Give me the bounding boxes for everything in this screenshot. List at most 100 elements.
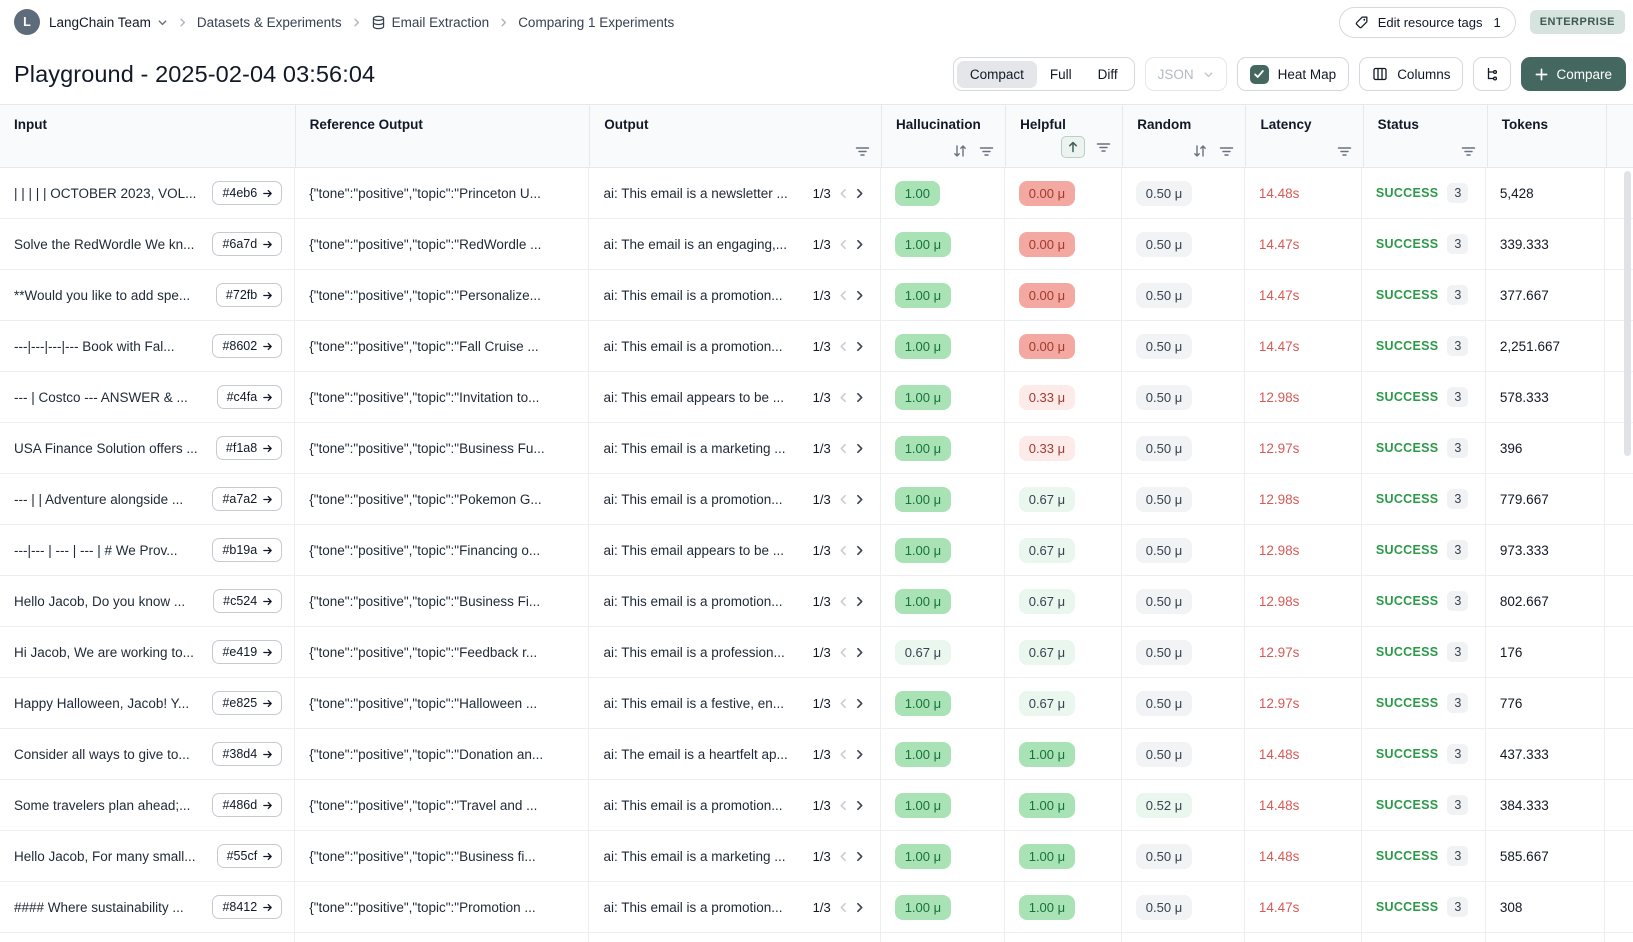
column-header-random[interactable]: Random — [1123, 105, 1247, 167]
vertical-scrollbar[interactable] — [1624, 171, 1631, 456]
hallucination-cell[interactable]: 1.00 μ — [881, 831, 1005, 881]
tokens-cell[interactable]: 176 — [1486, 627, 1605, 677]
output-cell[interactable]: ai: This email appears to be ... 1/3 — [589, 525, 881, 575]
example-id-badge[interactable]: #e825 — [212, 691, 283, 715]
table-row[interactable]: | | | | | OCTOBER 2023, VOL... #4eb6 {"t… — [0, 168, 1633, 219]
sort-ascending-active-button[interactable] — [1061, 136, 1086, 158]
filter-icon[interactable] — [979, 145, 994, 158]
random-cell[interactable]: 0.50 μ — [1122, 270, 1245, 320]
next-repetition-button[interactable] — [853, 493, 866, 506]
previous-repetition-button[interactable] — [837, 901, 850, 914]
next-repetition-button[interactable] — [853, 544, 866, 557]
tokens-cell[interactable]: 973.333 — [1486, 525, 1605, 575]
status-cell[interactable]: SUCCESS 3 — [1362, 219, 1486, 269]
output-cell[interactable]: ai: This email is a marketing ... 1/3 — [589, 423, 881, 473]
random-cell[interactable]: 0.50 μ — [1122, 729, 1245, 779]
input-cell[interactable]: Happy Halloween, Jacob! Y... #e825 — [0, 678, 296, 728]
helpful-cell[interactable]: 0.00 μ — [1005, 168, 1122, 218]
reference-output-cell[interactable]: {"tone":"positive","topic":"Travel and .… — [295, 780, 590, 830]
previous-repetition-button[interactable] — [837, 238, 850, 251]
table-row[interactable]: Hi Jacob, We are working to... #e419 {"t… — [0, 627, 1633, 678]
random-cell[interactable]: 0.50 μ — [1122, 168, 1245, 218]
tokens-cell[interactable]: 377.667 — [1486, 270, 1605, 320]
next-repetition-button[interactable] — [853, 697, 866, 710]
latency-cell[interactable]: 14.48s — [1245, 780, 1362, 830]
output-cell[interactable]: ai: This email is a promotion... 1/3 — [589, 321, 881, 371]
hallucination-cell[interactable]: 1.00 μ — [881, 219, 1005, 269]
edit-resource-tags-button[interactable]: Edit resource tags 1 — [1338, 6, 1516, 38]
previous-repetition-button[interactable] — [837, 595, 850, 608]
status-cell[interactable]: SUCCESS 3 — [1362, 627, 1486, 677]
reference-output-cell[interactable]: {"tone":"positive","topic":"Personalize.… — [295, 270, 590, 320]
status-cell[interactable]: SUCCESS 3 — [1362, 525, 1486, 575]
latency-cell[interactable]: 12.98s — [1245, 525, 1362, 575]
random-cell[interactable]: 0.50 μ — [1122, 678, 1245, 728]
sort-icon[interactable] — [952, 144, 968, 158]
filter-icon[interactable] — [1337, 145, 1352, 158]
hallucination-cell[interactable]: 1.00 μ — [881, 729, 1005, 779]
column-header-hallucination[interactable]: Hallucination — [882, 105, 1007, 167]
output-cell[interactable]: ai: This email is a newsletter ... 1/3 — [589, 168, 881, 218]
input-cell[interactable]: --- | Costco --- ANSWER & ... #c4fa — [0, 372, 296, 422]
next-repetition-button[interactable] — [853, 595, 866, 608]
previous-repetition-button[interactable] — [837, 748, 850, 761]
breadcrumb-datasets-experiments[interactable]: Datasets & Experiments — [196, 14, 342, 30]
previous-repetition-button[interactable] — [837, 391, 850, 404]
reference-output-cell[interactable]: {"tone":"positive","topic":"Halloween ..… — [295, 678, 590, 728]
hallucination-cell[interactable]: 1.00 μ — [881, 525, 1005, 575]
previous-repetition-button[interactable] — [837, 646, 850, 659]
reference-output-cell[interactable]: {"tone":"positive","topic":"Donation an.… — [295, 729, 590, 779]
example-id-badge[interactable]: #c4fa — [216, 385, 283, 409]
tokens-cell[interactable]: 396 — [1486, 423, 1605, 473]
tokens-cell[interactable]: 384.333 — [1486, 780, 1605, 830]
tokens-cell[interactable]: 578.333 — [1486, 372, 1605, 422]
example-id-badge[interactable]: #a7a2 — [212, 487, 283, 511]
next-repetition-button[interactable] — [853, 442, 866, 455]
tokens-cell[interactable]: 779.667 — [1486, 474, 1605, 524]
input-cell[interactable]: ---|--- | --- | --- | # We Prov... #b19a — [0, 525, 296, 575]
previous-repetition-button[interactable] — [837, 493, 850, 506]
hallucination-cell[interactable]: 1.00 — [881, 168, 1005, 218]
table-row[interactable]: Some travelers plan ahead;... #486d {"to… — [0, 780, 1633, 831]
latency-cell[interactable]: 12.98s — [1245, 576, 1362, 626]
hallucination-cell[interactable]: 1.00 μ — [881, 372, 1005, 422]
previous-repetition-button[interactable] — [837, 187, 850, 200]
output-cell[interactable]: ai: The email is a heartfelt ap... 1/3 — [589, 729, 881, 779]
reference-output-cell[interactable]: {"tone":"positive","topic":"Business fi.… — [295, 831, 590, 881]
hallucination-cell[interactable]: 1.00 μ — [881, 270, 1005, 320]
table-row[interactable]: **Would you like to add spe... #72fb {"t… — [0, 270, 1633, 321]
example-id-badge[interactable]: #8602 — [212, 334, 283, 358]
helpful-cell[interactable]: 0.67 μ — [1005, 525, 1122, 575]
column-header-helpful[interactable]: Helpful — [1006, 105, 1124, 167]
reference-output-cell[interactable]: {"tone":"positive","topic":"RedWordle ..… — [295, 219, 590, 269]
table-row[interactable]: ---|--- | --- | --- | # We Prov... #b19a… — [0, 525, 1633, 576]
table-row[interactable]: Happy Halloween, Jacob! Y... #e825 {"ton… — [0, 678, 1633, 729]
view-mode-diff[interactable]: Diff — [1097, 66, 1118, 82]
hallucination-cell[interactable]: 1.00 μ — [881, 321, 1005, 371]
tokens-cell[interactable]: 802.667 — [1486, 576, 1605, 626]
helpful-cell[interactable]: 0.00 μ — [1005, 270, 1122, 320]
status-cell[interactable]: SUCCESS 3 — [1362, 729, 1486, 779]
example-id-badge[interactable]: #b19a — [212, 538, 283, 562]
output-cell[interactable]: ai: This email is a festive, en... 1/3 — [589, 678, 881, 728]
hallucination-cell[interactable]: 1.00 μ — [881, 678, 1005, 728]
latency-cell[interactable]: 14.47s — [1245, 219, 1362, 269]
helpful-cell[interactable]: 0.67 μ — [1005, 576, 1122, 626]
reference-output-cell[interactable]: {"tone":"positive","topic":"Financing o.… — [295, 525, 590, 575]
status-cell[interactable]: SUCCESS 3 — [1362, 270, 1486, 320]
latency-cell[interactable]: 12.97s — [1245, 678, 1362, 728]
helpful-cell[interactable]: 1.00 μ — [1005, 729, 1122, 779]
input-cell[interactable]: **Would you like to add spe... #72fb — [0, 270, 296, 320]
next-repetition-button[interactable] — [853, 238, 866, 251]
input-cell[interactable]: Some travelers plan ahead;... #486d — [0, 780, 296, 830]
status-cell[interactable]: SUCCESS 3 — [1362, 168, 1486, 218]
example-id-badge[interactable]: #8412 — [212, 895, 283, 919]
column-header-output[interactable]: Output — [590, 105, 882, 167]
latency-cell[interactable]: 14.48s — [1245, 168, 1362, 218]
heat-map-checkbox[interactable] — [1249, 64, 1269, 84]
table-row[interactable]: --- | | Adventure alongside ... #a7a2 {"… — [0, 474, 1633, 525]
output-cell[interactable]: ai: This email appears to be ... 1/3 — [589, 372, 881, 422]
random-cell[interactable]: 0.50 μ — [1122, 423, 1245, 473]
reference-output-cell[interactable]: {"tone":"positive","topic":"Business Fi.… — [295, 576, 590, 626]
example-id-badge[interactable]: #55cf — [216, 844, 283, 868]
